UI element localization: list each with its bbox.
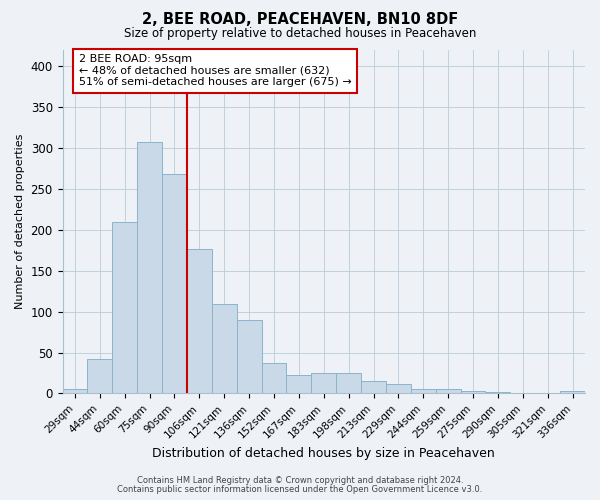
Bar xyxy=(336,373,361,394)
Bar xyxy=(485,392,511,394)
Bar xyxy=(436,388,461,394)
Text: Contains public sector information licensed under the Open Government Licence v3: Contains public sector information licen… xyxy=(118,484,482,494)
Bar xyxy=(236,320,262,394)
Bar xyxy=(112,222,137,394)
Bar xyxy=(88,359,112,394)
Text: Contains HM Land Registry data © Crown copyright and database right 2024.: Contains HM Land Registry data © Crown c… xyxy=(137,476,463,485)
Bar xyxy=(411,388,436,394)
Bar xyxy=(286,376,311,394)
Bar xyxy=(162,174,187,394)
Bar xyxy=(137,142,162,394)
Y-axis label: Number of detached properties: Number of detached properties xyxy=(15,134,25,310)
Bar xyxy=(311,373,336,394)
Bar xyxy=(560,391,585,394)
X-axis label: Distribution of detached houses by size in Peacehaven: Distribution of detached houses by size … xyxy=(152,447,495,460)
Bar xyxy=(62,390,88,394)
Bar xyxy=(361,381,386,394)
Bar xyxy=(511,392,535,394)
Text: 2, BEE ROAD, PEACEHAVEN, BN10 8DF: 2, BEE ROAD, PEACEHAVEN, BN10 8DF xyxy=(142,12,458,28)
Bar xyxy=(187,248,212,394)
Bar xyxy=(212,304,236,394)
Bar xyxy=(262,363,286,394)
Text: 2 BEE ROAD: 95sqm
← 48% of detached houses are smaller (632)
51% of semi-detache: 2 BEE ROAD: 95sqm ← 48% of detached hous… xyxy=(79,54,352,88)
Bar xyxy=(461,391,485,394)
Text: Size of property relative to detached houses in Peacehaven: Size of property relative to detached ho… xyxy=(124,28,476,40)
Bar xyxy=(386,384,411,394)
